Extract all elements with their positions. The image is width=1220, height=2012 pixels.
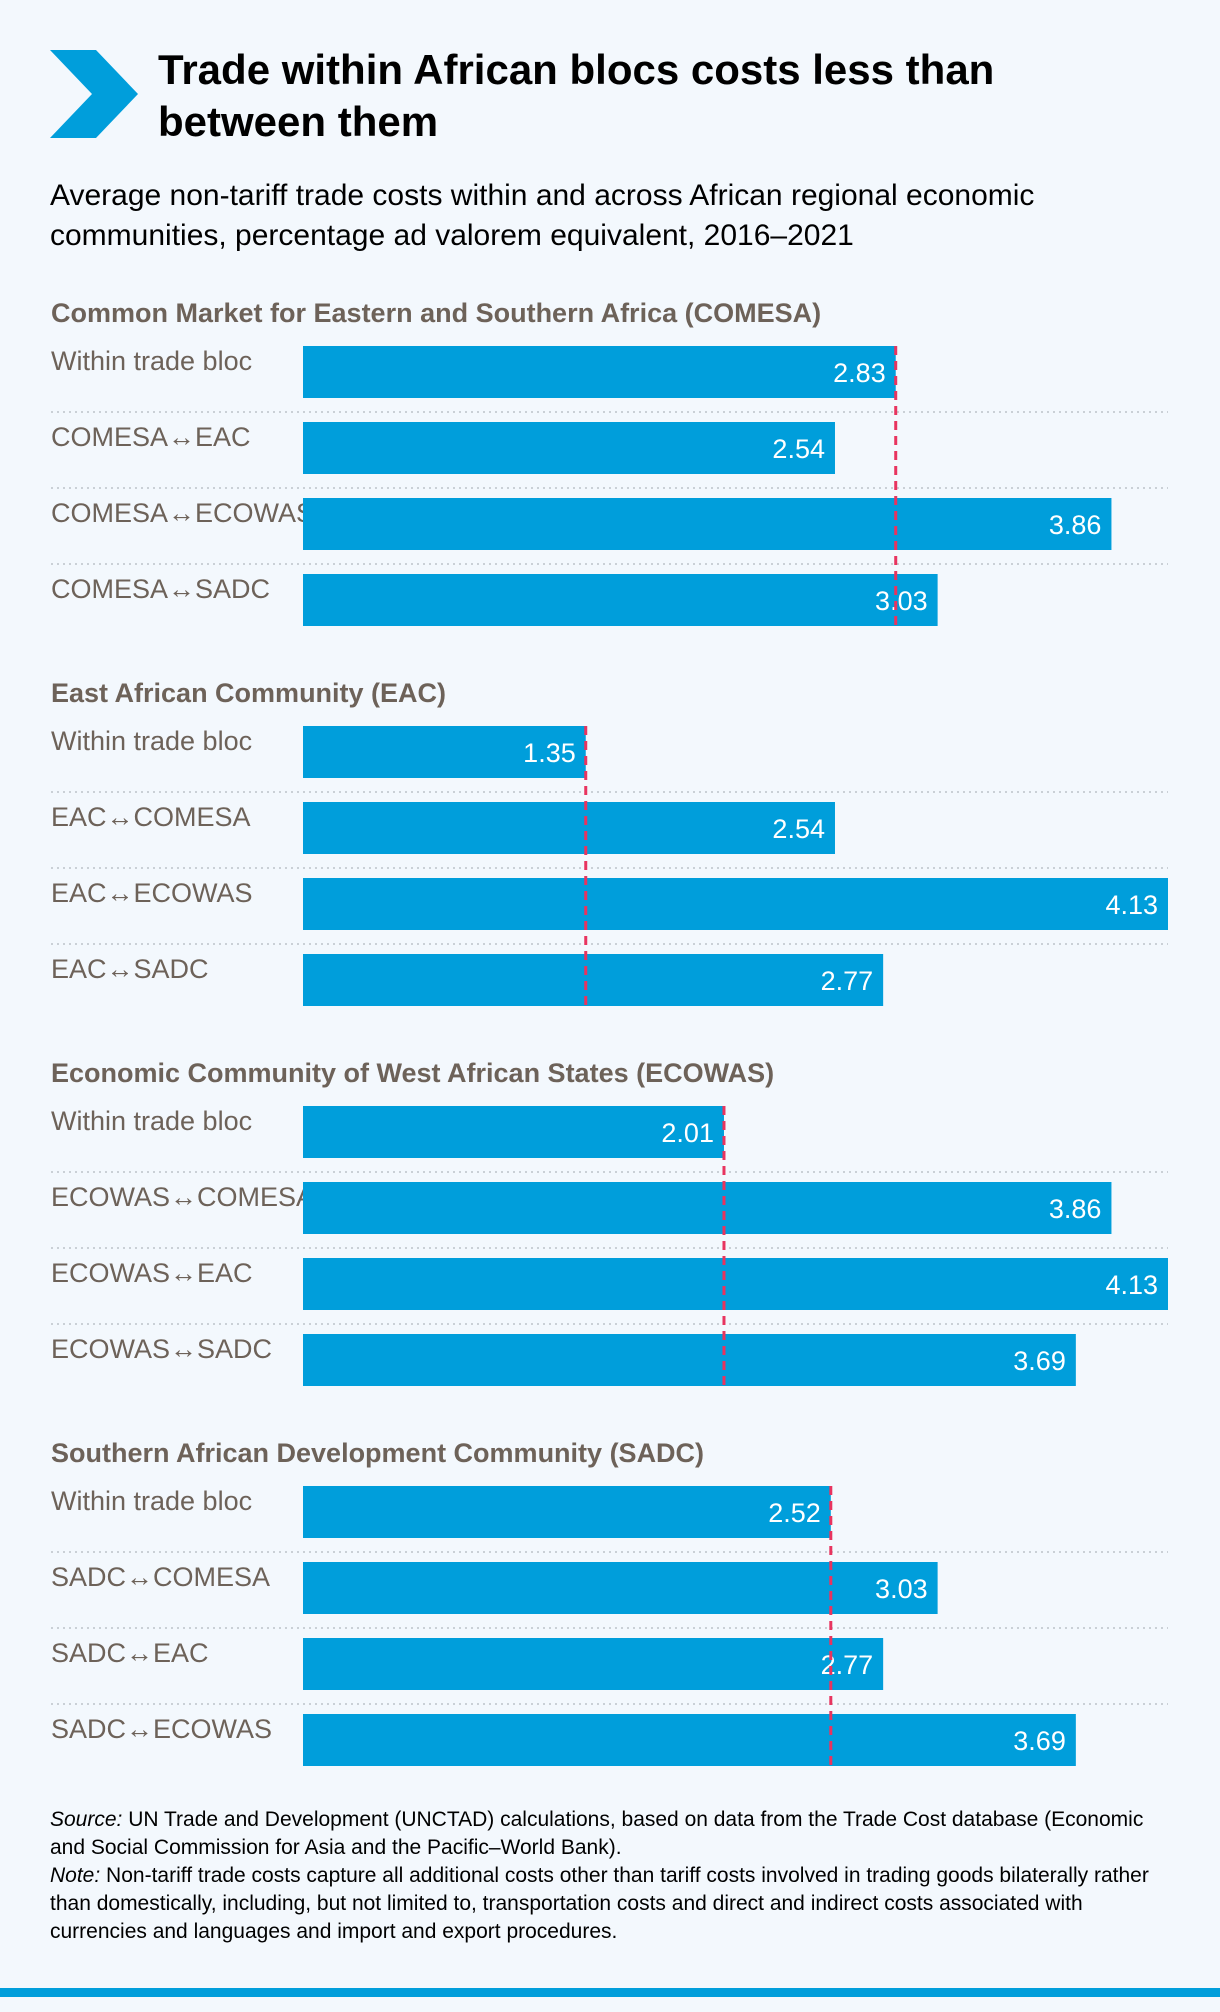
bar [303,954,884,1006]
bar [303,1714,1076,1766]
section-title: East African Community (EAC) [51,678,446,708]
value-label: 3.69 [1013,1346,1066,1376]
bar [303,1182,1112,1234]
source-note: Source: UN Trade and Development (UNCTAD… [50,1808,1144,1859]
value-label: 2.83 [833,358,886,388]
value-label: 3.03 [875,586,928,616]
bar [303,498,1112,550]
bar [303,726,586,778]
bar [303,574,938,626]
value-label: 4.13 [1105,1270,1158,1300]
bar [303,1562,938,1614]
value-label: 3.86 [1049,510,1102,540]
chevron-right-icon [50,50,138,138]
row-label: ECOWAS↔COMESA [51,1182,314,1212]
row-label: Within trade bloc [51,1486,252,1516]
value-label: 2.54 [772,814,825,844]
row-label: SADC↔EAC [51,1638,209,1668]
row-label: EAC↔ECOWAS [51,878,253,908]
value-label: 3.69 [1013,1726,1066,1756]
row-label: ECOWAS↔EAC [51,1258,253,1288]
bar-chart: Common Market for Eastern and Southern A… [51,298,1168,1766]
bar [303,1106,724,1158]
bar [303,802,835,854]
value-label: 2.77 [821,966,874,996]
row-label: Within trade bloc [51,346,252,376]
bar [303,1638,884,1690]
row-label: EAC↔COMESA [51,802,251,832]
row-label: COMESA↔ECOWAS [51,498,314,528]
row-label: Within trade bloc [51,1106,252,1136]
bottom-rule [0,1988,1220,1997]
section-title: Economic Community of West African State… [51,1058,774,1088]
note-text: Note: Non-tariff trade costs capture all… [50,1864,1149,1943]
bar [303,346,896,398]
value-label: 4.13 [1105,890,1158,920]
row-label: SADC↔ECOWAS [51,1714,272,1744]
row-label: COMESA↔EAC [51,422,251,452]
row-label: COMESA↔SADC [51,574,270,604]
bar [303,878,1168,930]
row-label: SADC↔COMESA [51,1562,270,1592]
value-label: 2.52 [768,1498,821,1528]
section-title: Common Market for Eastern and Southern A… [51,298,821,328]
value-label: 1.35 [523,738,576,768]
bar [303,1258,1168,1310]
page-title: Trade within African blocs costs less th… [158,46,995,145]
bar [303,1486,831,1538]
bar [303,1334,1076,1386]
section-title: Southern African Development Community (… [51,1438,704,1468]
bar [303,422,835,474]
row-label: EAC↔SADC [51,954,209,984]
value-label: 2.01 [661,1118,714,1148]
value-label: 3.03 [875,1574,928,1604]
row-label: Within trade bloc [51,726,252,756]
value-label: 2.54 [772,434,825,464]
footnote: Source: UN Trade and Development (UNCTAD… [50,1806,1180,1946]
row-label: ECOWAS↔SADC [51,1334,272,1364]
value-label: 2.77 [821,1650,874,1680]
value-label: 3.86 [1049,1194,1102,1224]
chart-subtitle: Average non-tariff trade costs within an… [50,179,1035,252]
